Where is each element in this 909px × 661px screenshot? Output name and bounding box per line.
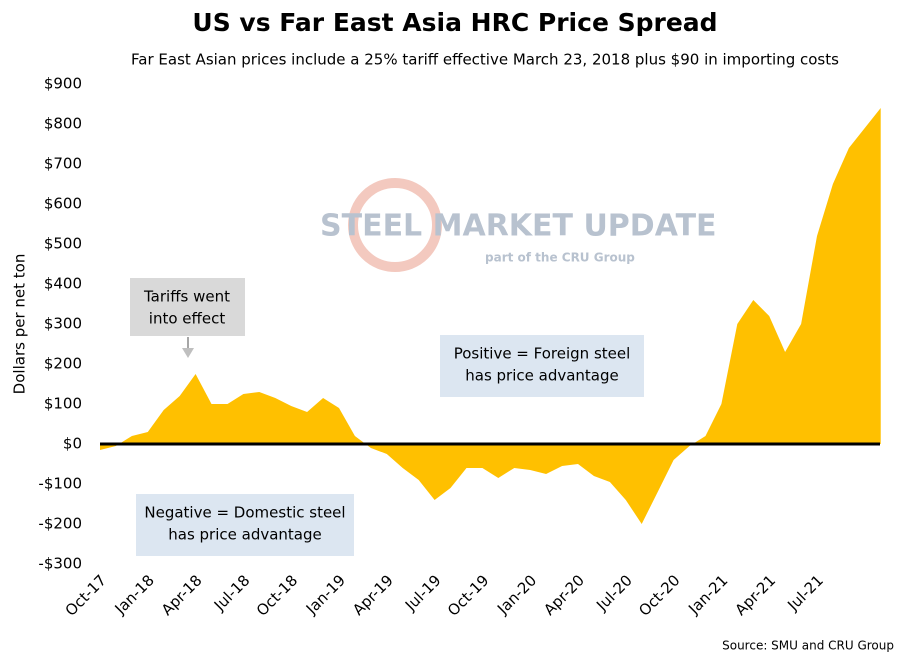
x-tick-label: Oct-19: [444, 571, 492, 619]
annotation-text: Positive = Foreign steel: [454, 345, 631, 363]
x-tick-label: Jan-20: [493, 571, 540, 618]
watermark: STEEL MARKET UPDATE part of the CRU Grou…: [320, 178, 717, 272]
annotation-box: [440, 335, 644, 397]
annotation-box: [130, 278, 245, 336]
watermark-text: part of the CRU Group: [485, 251, 635, 265]
source: Source: SMU and CRU Group: [722, 639, 894, 653]
x-tick-label: Oct-20: [635, 571, 683, 619]
x-tick-label: Apr-20: [540, 571, 588, 619]
annotation-box: [136, 494, 354, 556]
y-tick-label: $600: [44, 195, 82, 213]
y-tick-label: $100: [44, 395, 82, 413]
x-tick-label: Apr-19: [349, 571, 397, 619]
y-tick-label: -$300: [38, 555, 82, 573]
chart-subtitle: Far East Asian prices include a 25% tari…: [131, 51, 839, 69]
annotation-text: Tariffs went: [143, 288, 230, 306]
x-tick-label: Oct-18: [253, 571, 301, 619]
annotation-text: Negative = Domestic steel: [144, 504, 345, 522]
watermark-logo: [348, 178, 442, 272]
x-tick-label: Jan-21: [684, 571, 731, 618]
annotation-arrow-head: [182, 348, 194, 358]
chart-title: US vs Far East Asia HRC Price Spread: [192, 8, 717, 37]
x-tick-label: Jan-19: [302, 571, 349, 618]
x-tick-label: Jan-18: [111, 571, 158, 618]
y-tick-label: $200: [44, 355, 82, 373]
annotations: Tariffs went into effect Positive = Foreig…: [130, 278, 644, 556]
annotation-text: has price advantage: [465, 367, 619, 385]
y-tick-label: $400: [44, 275, 82, 293]
x-tick-label: Apr-18: [158, 571, 206, 619]
annotation-text: into effect: [149, 310, 226, 328]
x-tick-label: Oct-17: [62, 571, 110, 619]
y-tick-label: $700: [44, 155, 82, 173]
y-tick-label: $300: [44, 315, 82, 333]
annotation-text: has price advantage: [168, 526, 322, 544]
x-tick-label: Jul-19: [401, 571, 445, 615]
x-tick-label: Jul-21: [783, 571, 827, 615]
watermark-text: STEEL MARKET UPDATE: [320, 209, 717, 244]
x-tick-label: Jul-18: [210, 571, 254, 615]
y-tick-label: $900: [44, 75, 82, 93]
x-tick-label: Apr-21: [731, 571, 779, 619]
y-tick-label: -$100: [38, 475, 82, 493]
y-tick-label: $0: [63, 435, 82, 453]
y-tick-label: $800: [44, 115, 82, 133]
y-tick-label: -$200: [38, 515, 82, 533]
area: [100, 108, 881, 524]
y-axis-label: Dollars per net ton: [11, 254, 29, 395]
y-tick-label: $500: [44, 235, 82, 253]
x-tick-label: Jul-20: [592, 571, 636, 615]
